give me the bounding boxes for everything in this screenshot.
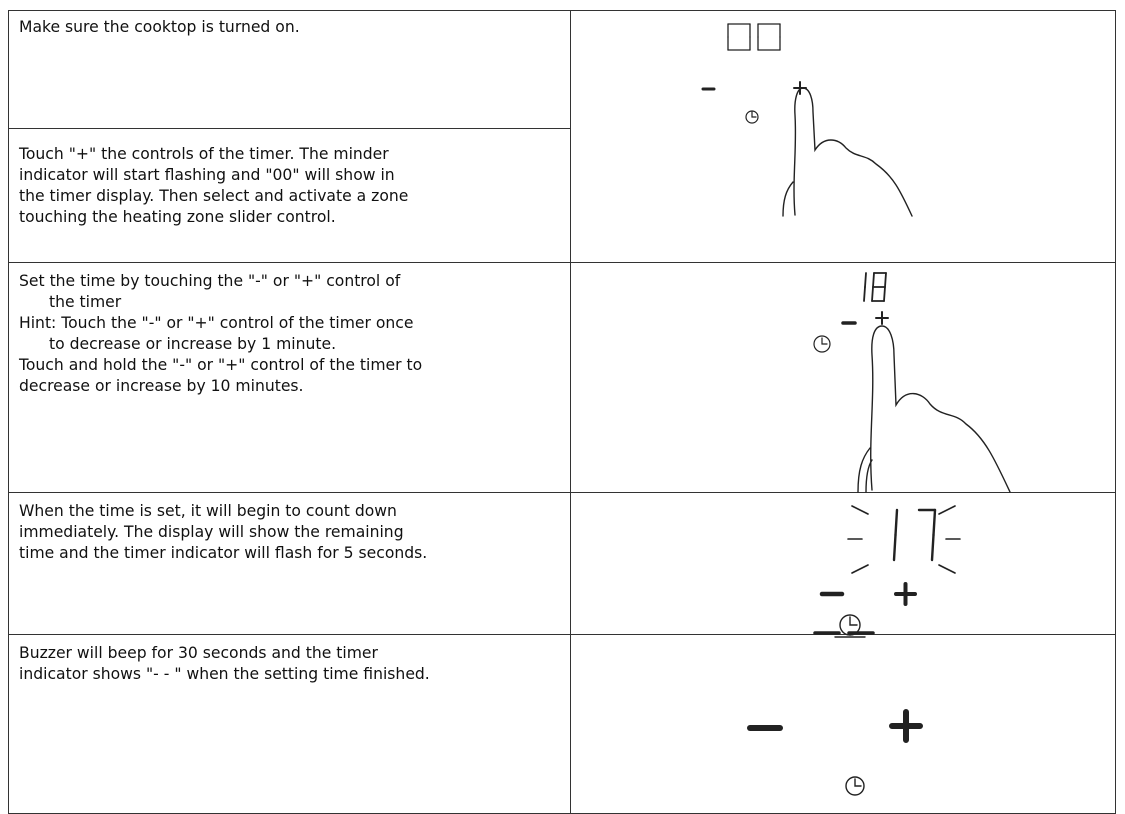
segment [894,508,899,537]
timer-display [727,23,781,51]
timer-display [863,272,887,302]
text-line: the timer [49,293,122,311]
segment [872,272,875,288]
text-line: Hint: Touch the "-" or "+" control of th… [19,314,414,332]
text-line: Make sure the cooktop is turned on. [19,18,300,36]
plus-icon [894,582,917,606]
finger [857,325,1011,493]
text-line: indicator will start flashing and "00" w… [19,166,395,184]
text-line: indicator shows "- - " when the setting … [19,665,430,683]
text-line: Buzzer will beep for 30 seconds and the … [19,644,378,662]
text-line: decrease or increase by 10 minutes. [19,377,304,395]
text-line: the timer display. Then select and activ… [19,187,409,205]
segment [871,286,874,302]
clock-icon [813,335,831,353]
text-line: Set the time by touching the "-" or "+" … [19,272,401,290]
clock-icon [845,776,865,796]
clock-icon [834,614,866,638]
segment [863,286,866,302]
text-line: to decrease or increase by 1 minute. [49,335,337,353]
segment [932,508,937,537]
text-line: touching the heating zone slider control… [19,208,336,226]
timer-display [892,508,937,562]
text-line: time and the timer indicator will flash … [19,544,428,562]
segment [930,533,935,562]
text-line: Touch and hold the "-" or "+" control of… [19,356,423,374]
segment [884,272,887,288]
plus-icon [889,709,923,743]
step-cell: Touch "+" the controls of the timer. The… [8,128,571,263]
plus-icon [875,311,889,325]
segment [864,272,867,288]
step-cell: Set the time by touching the "-" or "+" … [8,262,571,493]
segment [892,533,897,562]
text-line: When the time is set, it will begin to c… [19,502,397,520]
clock-icon [745,110,759,124]
text-line: immediately. The display will show the r… [19,523,404,541]
segment [883,286,886,302]
finger [782,87,913,217]
flash-rays [847,505,961,574]
text-line: Touch "+" the controls of the timer. The… [19,145,389,163]
